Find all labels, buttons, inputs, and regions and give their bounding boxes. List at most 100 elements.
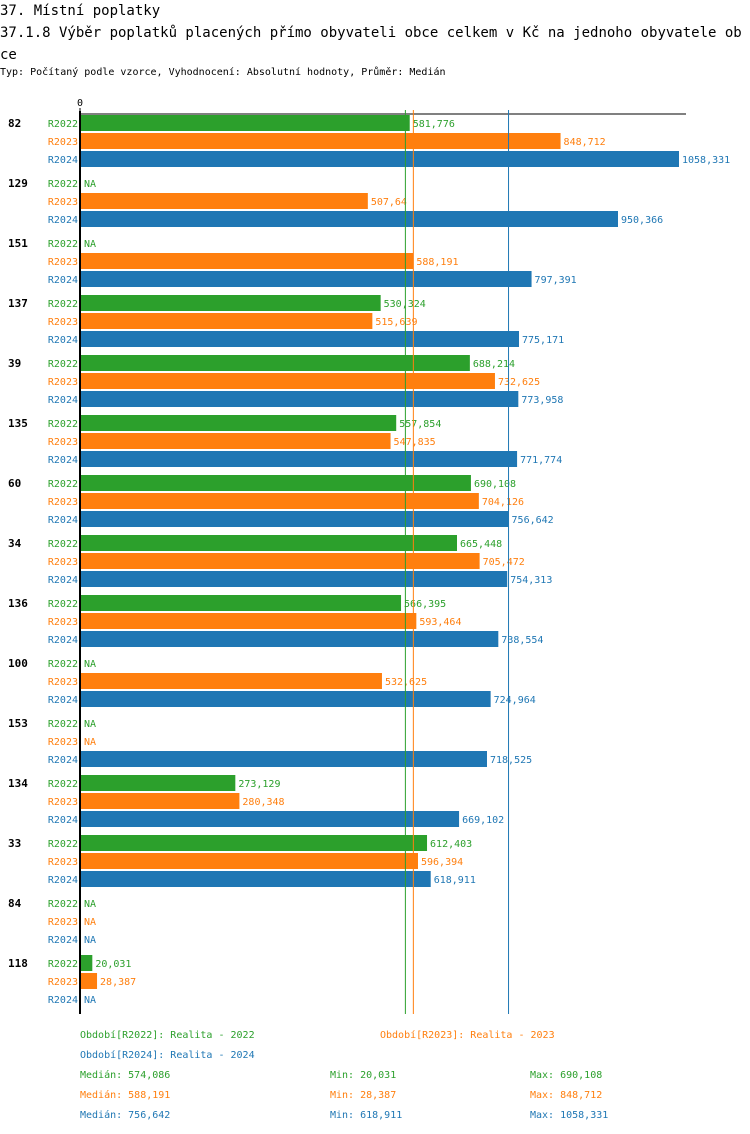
data-label: 797,391 xyxy=(535,275,577,286)
series-label: R2022 xyxy=(48,839,78,850)
legend-r2024: Období[R2024]: Realita - 2024 xyxy=(80,1050,255,1061)
series-label: R2023 xyxy=(48,437,78,448)
legend-r2022: Období[R2022]: Realita - 2022 xyxy=(80,1030,255,1041)
bar xyxy=(81,835,428,851)
category-label: 134 xyxy=(8,777,28,790)
bar xyxy=(81,553,480,569)
chart-meta: Typ: Počítaný podle vzorce, Vyhodnocení:… xyxy=(0,67,446,78)
data-label: 273,129 xyxy=(238,779,280,790)
bar xyxy=(81,871,431,887)
bar xyxy=(81,133,561,149)
bar xyxy=(81,511,509,527)
data-label: 280,348 xyxy=(242,797,284,808)
series-label: R2024 xyxy=(48,215,78,226)
data-label: 773,958 xyxy=(521,395,563,406)
data-label: NA xyxy=(84,179,96,190)
series-label: R2023 xyxy=(48,917,78,928)
series-label: R2022 xyxy=(48,359,78,370)
bar xyxy=(81,271,532,287)
bar xyxy=(81,151,679,167)
data-label: 532,625 xyxy=(385,677,427,688)
data-label: 665,448 xyxy=(460,539,502,550)
data-label: 690,108 xyxy=(474,479,516,490)
bar xyxy=(81,313,373,329)
bar xyxy=(81,355,470,371)
bar xyxy=(81,571,508,587)
category-label: 33 xyxy=(8,837,21,850)
bar xyxy=(81,451,518,467)
series-label: R2023 xyxy=(48,677,78,688)
data-label: 756,642 xyxy=(512,515,554,526)
chart-title: 37.1.8 Výběr poplatků placených přímo ob… xyxy=(0,25,742,63)
data-label: 566,395 xyxy=(404,599,446,610)
max-r2022: Max: 690,108 xyxy=(530,1070,603,1081)
bar xyxy=(81,775,236,791)
series-label: R2024 xyxy=(48,335,78,346)
data-label: NA xyxy=(84,737,96,748)
series-label: R2024 xyxy=(48,275,78,286)
data-label: 530,324 xyxy=(384,299,426,310)
bar xyxy=(81,793,240,809)
max-r2024: Max: 1058,331 xyxy=(530,1110,609,1121)
data-label: 705,472 xyxy=(483,557,525,568)
series-label: R2022 xyxy=(48,719,78,730)
series-label: R2022 xyxy=(48,479,78,490)
data-label: 775,171 xyxy=(522,335,564,346)
bar xyxy=(81,751,487,767)
series-label: R2022 xyxy=(48,419,78,430)
category-label: 135 xyxy=(8,417,28,430)
bar xyxy=(81,193,368,209)
data-label: NA xyxy=(84,917,96,928)
data-label: NA xyxy=(84,659,96,670)
min-r2024: Min: 618,911 xyxy=(330,1110,403,1121)
category-label: 137 xyxy=(8,297,28,310)
data-label: NA xyxy=(84,899,96,910)
data-label: 669,102 xyxy=(462,815,504,826)
data-label: 771,774 xyxy=(520,455,562,466)
median-r2022: Medián: 574,086 xyxy=(80,1070,171,1081)
data-label: NA xyxy=(84,719,96,730)
max-r2023: Max: 848,712 xyxy=(530,1090,603,1101)
bar xyxy=(81,295,381,311)
data-label: 754,313 xyxy=(510,575,552,586)
series-label: R2024 xyxy=(48,755,78,766)
series-label: R2022 xyxy=(48,599,78,610)
data-label: 20,031 xyxy=(95,959,131,970)
series-label: R2024 xyxy=(48,995,78,1006)
series-label: R2024 xyxy=(48,875,78,886)
category-label: 153 xyxy=(8,717,28,730)
bar xyxy=(81,331,520,347)
legend-r2023: Období[R2023]: Realita - 2023 xyxy=(380,1030,555,1041)
data-label: NA xyxy=(84,995,96,1006)
category-label: 129 xyxy=(8,177,28,190)
x-tick-label: 0 xyxy=(77,98,83,109)
data-label: 612,403 xyxy=(430,839,472,850)
series-label: R2024 xyxy=(48,155,78,166)
series-label: R2022 xyxy=(48,959,78,970)
series-label: R2023 xyxy=(48,557,78,568)
series-label: R2023 xyxy=(48,257,78,268)
data-label: 547,835 xyxy=(394,437,436,448)
data-label: 724,964 xyxy=(494,695,536,706)
series-label: R2022 xyxy=(48,239,78,250)
series-label: R2022 xyxy=(48,299,78,310)
series-label: R2023 xyxy=(48,377,78,388)
min-r2023: Min: 28,387 xyxy=(330,1090,397,1101)
bar xyxy=(81,853,418,869)
category-label: 60 xyxy=(8,477,21,490)
series-label: R2023 xyxy=(48,617,78,628)
bar xyxy=(81,475,471,491)
data-label: 718,525 xyxy=(490,755,532,766)
series-label: R2024 xyxy=(48,935,78,946)
series-label: R2024 xyxy=(48,575,78,586)
series-label: R2024 xyxy=(48,515,78,526)
series-label: R2022 xyxy=(48,539,78,550)
category-label: 136 xyxy=(8,597,28,610)
bar xyxy=(81,595,402,611)
bar xyxy=(81,955,93,971)
data-label: 1058,331 xyxy=(682,155,730,166)
series-label: R2023 xyxy=(48,197,78,208)
category-label: 100 xyxy=(8,657,28,670)
series-label: R2023 xyxy=(48,317,78,328)
